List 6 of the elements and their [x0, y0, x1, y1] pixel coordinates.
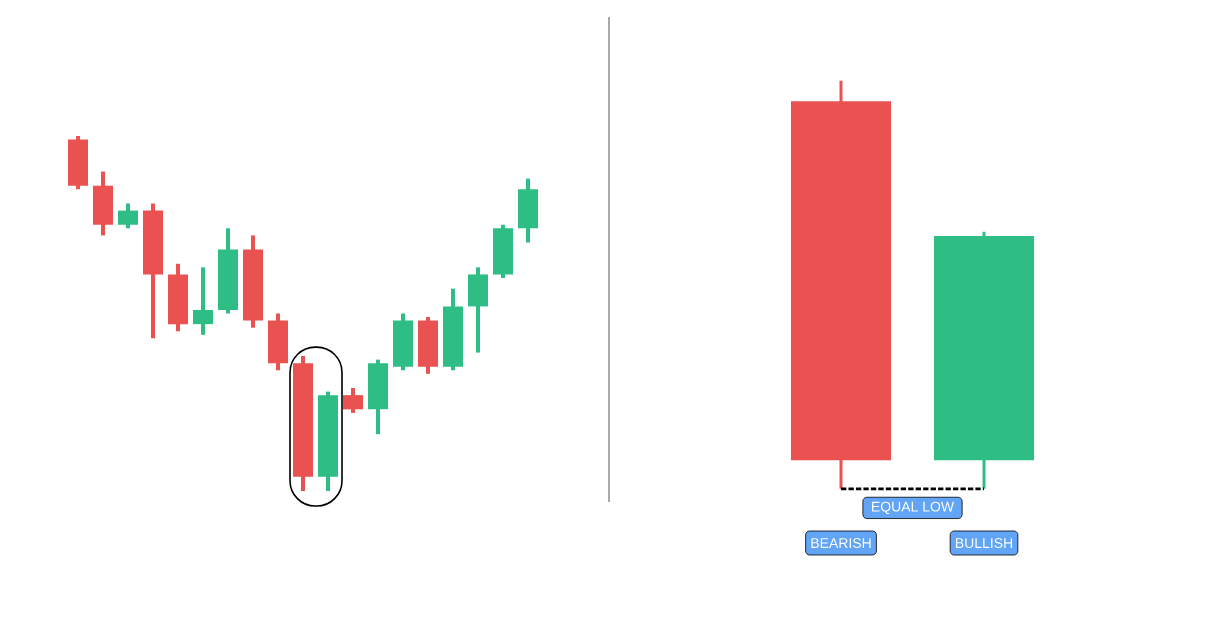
legend-label: EQUAL LOW [872, 501, 955, 515]
x-tick-label: BULLISH [955, 538, 1013, 549]
candlestick [118, 203, 138, 229]
x-tick-label: BEARISH [811, 538, 871, 549]
candlestick [193, 267, 214, 335]
candlestick [343, 388, 363, 413]
